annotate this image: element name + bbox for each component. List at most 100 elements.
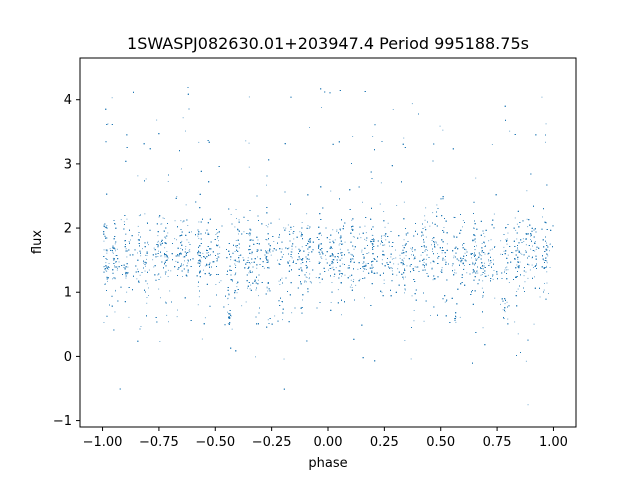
- data-point: [414, 256, 416, 258]
- data-point: [142, 248, 143, 250]
- data-point: [125, 233, 127, 235]
- data-point: [309, 261, 311, 262]
- data-point: [352, 136, 354, 137]
- data-point: [481, 287, 483, 289]
- data-point: [160, 223, 162, 225]
- data-point: [332, 266, 334, 268]
- data-point: [342, 263, 344, 265]
- data-point: [413, 258, 415, 260]
- data-point: [200, 261, 202, 263]
- data-point: [291, 248, 293, 250]
- data-point: [464, 252, 466, 254]
- data-point: [130, 239, 131, 241]
- data-point: [186, 239, 188, 241]
- data-point: [531, 264, 533, 266]
- data-point: [399, 254, 401, 256]
- data-point: [455, 321, 457, 323]
- data-point: [387, 222, 389, 224]
- data-point: [486, 275, 487, 277]
- data-point: [277, 259, 278, 261]
- data-point: [530, 239, 531, 240]
- data-point: [474, 249, 476, 250]
- data-point: [115, 250, 116, 252]
- data-point: [359, 233, 360, 235]
- data-point: [114, 311, 116, 313]
- data-point: [350, 253, 352, 255]
- data-point: [184, 260, 185, 262]
- data-point: [424, 219, 426, 221]
- data-point: [491, 144, 493, 145]
- data-point: [227, 311, 228, 313]
- data-point: [352, 236, 354, 238]
- data-point: [410, 247, 412, 249]
- data-point: [516, 291, 518, 292]
- data-point: [105, 262, 107, 264]
- data-point: [349, 286, 351, 288]
- data-point: [282, 319, 283, 321]
- data-point: [115, 289, 116, 291]
- data-point: [492, 259, 494, 261]
- data-point: [500, 253, 502, 255]
- data-point: [125, 248, 127, 250]
- data-point: [507, 269, 509, 271]
- data-point: [384, 226, 386, 228]
- data-point: [482, 280, 484, 282]
- data-point: [248, 266, 250, 268]
- data-point: [483, 268, 484, 270]
- data-point: [235, 272, 237, 274]
- data-point: [227, 323, 229, 324]
- data-point: [351, 258, 353, 260]
- data-point: [385, 235, 386, 237]
- data-point: [146, 255, 148, 256]
- data-point: [546, 265, 547, 267]
- data-point: [453, 216, 455, 218]
- data-point: [490, 239, 492, 241]
- data-point: [321, 234, 322, 236]
- data-point: [283, 227, 285, 229]
- data-point: [391, 270, 393, 272]
- data-point: [191, 231, 192, 233]
- data-point: [424, 246, 425, 248]
- data-point: [234, 226, 236, 228]
- data-point: [300, 249, 301, 251]
- data-point: [381, 236, 382, 238]
- data-point: [114, 224, 116, 225]
- data-point: [165, 301, 166, 303]
- data-point: [439, 125, 441, 127]
- data-point: [361, 249, 363, 251]
- data-point: [397, 268, 399, 270]
- data-point: [201, 338, 203, 340]
- data-point: [257, 256, 258, 258]
- data-point: [530, 248, 532, 250]
- data-point: [140, 326, 142, 327]
- data-point: [185, 248, 186, 250]
- data-point: [474, 264, 475, 266]
- data-point: [245, 140, 247, 142]
- data-point: [160, 276, 162, 278]
- data-point: [218, 256, 220, 258]
- data-point: [160, 297, 161, 299]
- data-point: [531, 257, 533, 259]
- data-point: [112, 278, 113, 280]
- data-point: [383, 279, 385, 281]
- data-point: [514, 217, 516, 219]
- data-point: [291, 257, 293, 259]
- data-point: [503, 250, 505, 252]
- data-point: [472, 272, 474, 274]
- data-point: [181, 168, 182, 170]
- data-point: [300, 263, 302, 265]
- data-point: [481, 266, 483, 268]
- data-point: [533, 267, 534, 268]
- data-point: [507, 254, 509, 256]
- data-point: [393, 263, 395, 265]
- data-point: [197, 304, 199, 306]
- data-point: [164, 271, 166, 273]
- data-point: [484, 236, 486, 238]
- data-point: [233, 259, 235, 261]
- data-point: [249, 263, 251, 265]
- data-point: [105, 270, 107, 272]
- data-point: [236, 261, 238, 263]
- data-point: [364, 297, 365, 299]
- data-point: [520, 252, 522, 254]
- data-point: [109, 248, 111, 250]
